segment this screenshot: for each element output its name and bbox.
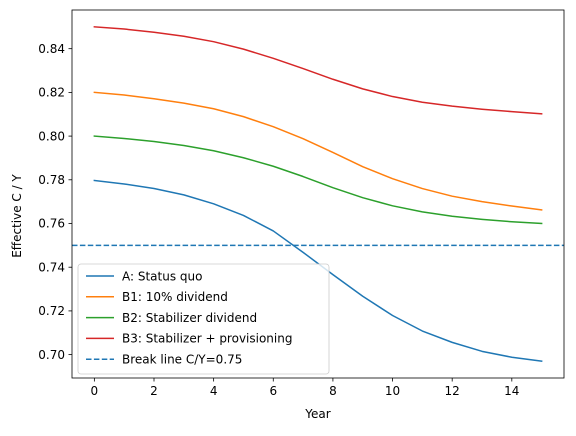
y-axis-label: Effective C / Y [10,174,24,258]
legend-entry-label: B2: Stabilizer dividend [122,311,257,325]
plot-marks [72,26,564,363]
legend-entry-label: A: Status quo [122,269,202,283]
x-tick-label: 8 [329,384,337,398]
legend: A: Status quo B1: 10% dividend B2: Stabili… [77,263,330,375]
series-3-line [93,135,543,225]
plot-area [72,26,564,363]
series-1-line [93,179,543,363]
y-tick-label: 0.74 [38,260,65,274]
legend-entry-label: B3: Stabilizer + provisioning [122,332,292,346]
y-tick-label: 0.72 [38,304,65,318]
series-4-line [93,26,543,115]
x-tick-label: 10 [385,384,400,398]
y-tick-label: 0.76 [38,217,65,231]
y-tick-label: 0.84 [38,42,65,56]
y-tick-label: 0.82 [38,86,65,100]
legend-box [77,263,330,375]
x-tick-label: 12 [445,384,460,398]
plot-frame [71,9,565,379]
x-tick-label: 4 [210,384,218,398]
x-tick-label: 14 [504,384,519,398]
x-axis-label: Year [304,407,330,421]
x-tick-label: 0 [91,384,99,398]
y-tick-label: 0.78 [38,173,65,187]
legend-entry-label: Break line C/Y=0.75 [122,353,242,367]
x-tick-label: 6 [269,384,277,398]
legend-entry-label: B1: 10% dividend [122,290,228,304]
y-tick-label: 0.80 [38,129,65,143]
axes: 0 2 4 6 8 10 12 14 0.70 0.72 0.74 0.76 0.78 0.80 0.82 0… [38,9,565,398]
y-tick-label: 0.70 [38,348,65,362]
x-tick-label: 2 [150,384,158,398]
series-2-line [93,91,543,211]
